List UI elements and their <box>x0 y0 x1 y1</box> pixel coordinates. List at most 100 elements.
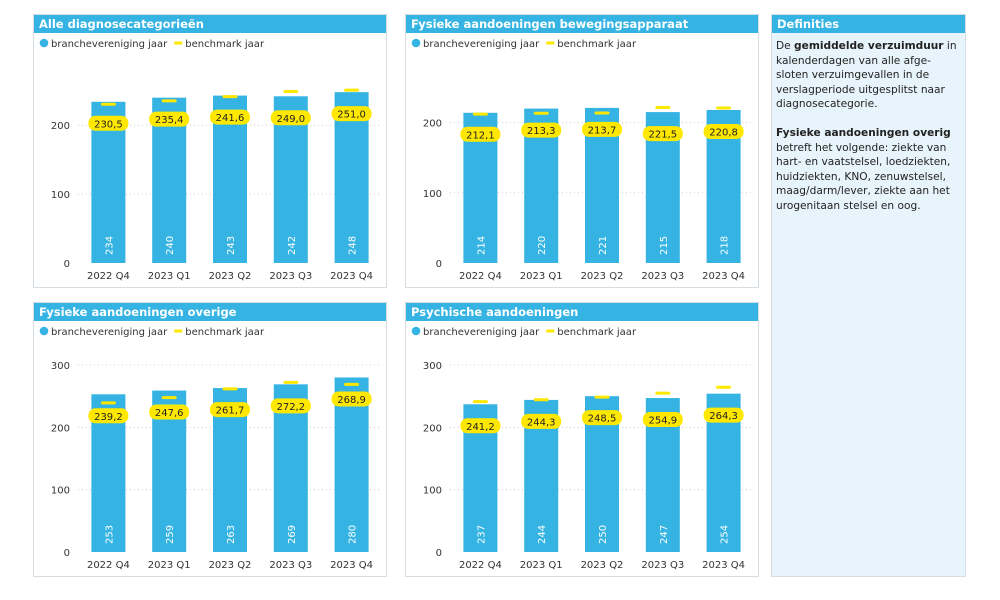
benchmark-label-box <box>642 412 683 428</box>
legend-benchmark-label: benchmark jaar <box>185 327 265 338</box>
y-tick-label: 100 <box>51 486 70 497</box>
benchmark-label-box <box>270 110 311 126</box>
benchmark-value-label: 247,6 <box>155 408 184 419</box>
y-tick-label: 200 <box>51 423 70 434</box>
benchmark-value-label: 235,4 <box>155 115 184 126</box>
bar-chart: branchevereniging jaar benchmark jaar 0 100… <box>39 326 382 571</box>
chart-panel-2: Fysieke aandoeningen overige branchevere… <box>33 302 387 577</box>
bar-chart: branchevereniging jaar benchmark jaar 0 100… <box>39 38 382 282</box>
bar-value-label: 220 <box>537 236 548 255</box>
definition-duration-term: gemiddelde verzuimduur <box>794 40 944 52</box>
y-tick-label: 200 <box>51 121 70 132</box>
x-tick-label: 2022 Q4 <box>459 560 502 571</box>
legend-series-label: branchevereniging jaar <box>423 39 540 50</box>
x-tick-label: 2023 Q2 <box>581 271 624 282</box>
x-tick-label: 2023 Q2 <box>209 271 252 282</box>
benchmark-value-label: 248,5 <box>588 414 617 425</box>
bar-value-label: 253 <box>104 525 115 544</box>
x-tick-label: 2023 Q4 <box>702 271 745 282</box>
x-tick-label: 2023 Q4 <box>330 560 373 571</box>
x-tick-label: 2023 Q1 <box>148 560 191 571</box>
definition-duration: De gemiddelde verzuimduur in kalenderdag… <box>776 39 959 112</box>
legend-series-marker <box>411 38 421 48</box>
benchmark-value-label: 220,8 <box>709 127 738 138</box>
chart-panel-0: Alle diagnosecategorieën brancheverenigi… <box>33 14 387 288</box>
benchmark-label-box <box>149 111 190 127</box>
benchmark-value-label: 221,5 <box>648 130 677 141</box>
benchmark-label-box <box>210 402 250 418</box>
bar-value-label: 243 <box>226 236 237 255</box>
benchmark-label-box <box>703 123 744 139</box>
benchmark-value-label: 239,2 <box>94 412 123 423</box>
benchmark-value-label: 213,3 <box>527 126 556 137</box>
definition-other-conditions: Fysieke aandoeningen overig betreft het … <box>776 126 959 214</box>
bar-value-label: 280 <box>348 525 359 544</box>
definition-other-text: betreft het volgende: ziekte van hart- e… <box>776 141 951 212</box>
benchmark-value-label: 254,9 <box>648 416 677 427</box>
chart-title: Psychische aandoeningen <box>406 303 758 321</box>
definition-duration-prefix: De <box>776 40 795 52</box>
benchmark-value-label: 244,3 <box>527 417 556 428</box>
legend-series-label: branchevereniging jaar <box>423 327 540 338</box>
bar-value-label: 254 <box>720 525 731 544</box>
benchmark-label-box <box>521 413 562 429</box>
benchmark-label-box <box>460 126 501 142</box>
benchmark-value-label: 261,7 <box>216 406 245 417</box>
chart-title: Fysieke aandoeningen bewegingsapparaat <box>406 15 758 33</box>
benchmark-value-label: 264,3 <box>709 411 738 422</box>
definitions-text: De gemiddelde verzuimduur in kalenderdag… <box>772 33 965 214</box>
x-tick-label: 2023 Q1 <box>148 271 191 282</box>
benchmark-label-box <box>642 126 683 142</box>
bar-value-label: 269 <box>287 525 298 544</box>
y-tick-label: 0 <box>436 259 442 270</box>
x-tick-label: 2022 Q4 <box>459 271 502 282</box>
benchmark-value-label: 272,2 <box>276 402 305 413</box>
y-tick-label: 100 <box>51 190 70 201</box>
x-tick-label: 2022 Q4 <box>87 271 130 282</box>
bar-chart: branchevereniging jaar benchmark jaar 0 100… <box>411 38 754 282</box>
benchmark-label-box <box>331 391 372 407</box>
x-tick-label: 2023 Q1 <box>520 271 563 282</box>
x-tick-label: 2022 Q4 <box>87 560 130 571</box>
bar-value-label: 215 <box>659 236 670 255</box>
definitions-title: Definities <box>772 15 965 33</box>
benchmark-value-label: 268,9 <box>337 395 366 406</box>
legend-series-label: branchevereniging jaar <box>51 39 168 50</box>
benchmark-value-label: 241,6 <box>216 113 245 124</box>
y-tick-label: 0 <box>64 548 70 559</box>
benchmark-label-box <box>582 121 622 137</box>
legend-series-marker <box>39 38 49 48</box>
y-tick-label: 200 <box>423 423 442 434</box>
benchmark-value-label: 212,1 <box>466 130 495 141</box>
benchmark-label-box <box>521 122 562 138</box>
bar-value-label: 234 <box>104 236 115 255</box>
definitions-panel: Definities De gemiddelde verzuimduur in … <box>771 14 966 577</box>
bar-chart: branchevereniging jaar benchmark jaar 0 100… <box>411 326 754 571</box>
benchmark-value-label: 230,5 <box>94 119 123 130</box>
benchmark-value-label: 251,0 <box>337 110 366 121</box>
benchmark-value-label: 241,2 <box>466 422 495 433</box>
chart-panel-1: Fysieke aandoeningen bewegingsapparaat b… <box>405 14 759 288</box>
bar-value-label: 242 <box>287 236 298 255</box>
legend-benchmark-label: benchmark jaar <box>557 327 637 338</box>
bar-value-label: 259 <box>165 525 176 544</box>
legend-series-marker <box>411 326 421 336</box>
bar-value-label: 250 <box>598 525 609 544</box>
benchmark-label-box <box>703 407 744 423</box>
chart-title: Alle diagnosecategorieën <box>34 15 386 33</box>
bar-value-label: 240 <box>165 236 176 255</box>
bar-value-label: 218 <box>720 236 731 255</box>
legend-series-label: branchevereniging jaar <box>51 327 168 338</box>
x-tick-label: 2023 Q2 <box>209 560 252 571</box>
benchmark-label-box <box>210 109 250 125</box>
benchmark-label-box <box>149 404 190 420</box>
legend-benchmark-label: benchmark jaar <box>557 39 637 50</box>
definition-duration-text: in kalenderdagen van alle afge-sloten ve… <box>776 40 957 111</box>
benchmark-label-box <box>460 418 501 434</box>
definition-other-term: Fysieke aandoeningen overig <box>776 126 951 139</box>
bar-value-label: 263 <box>226 525 237 544</box>
y-tick-label: 100 <box>423 189 442 200</box>
benchmark-value-label: 249,0 <box>276 114 305 125</box>
benchmark-label-box <box>88 115 129 131</box>
y-tick-label: 0 <box>436 548 442 559</box>
